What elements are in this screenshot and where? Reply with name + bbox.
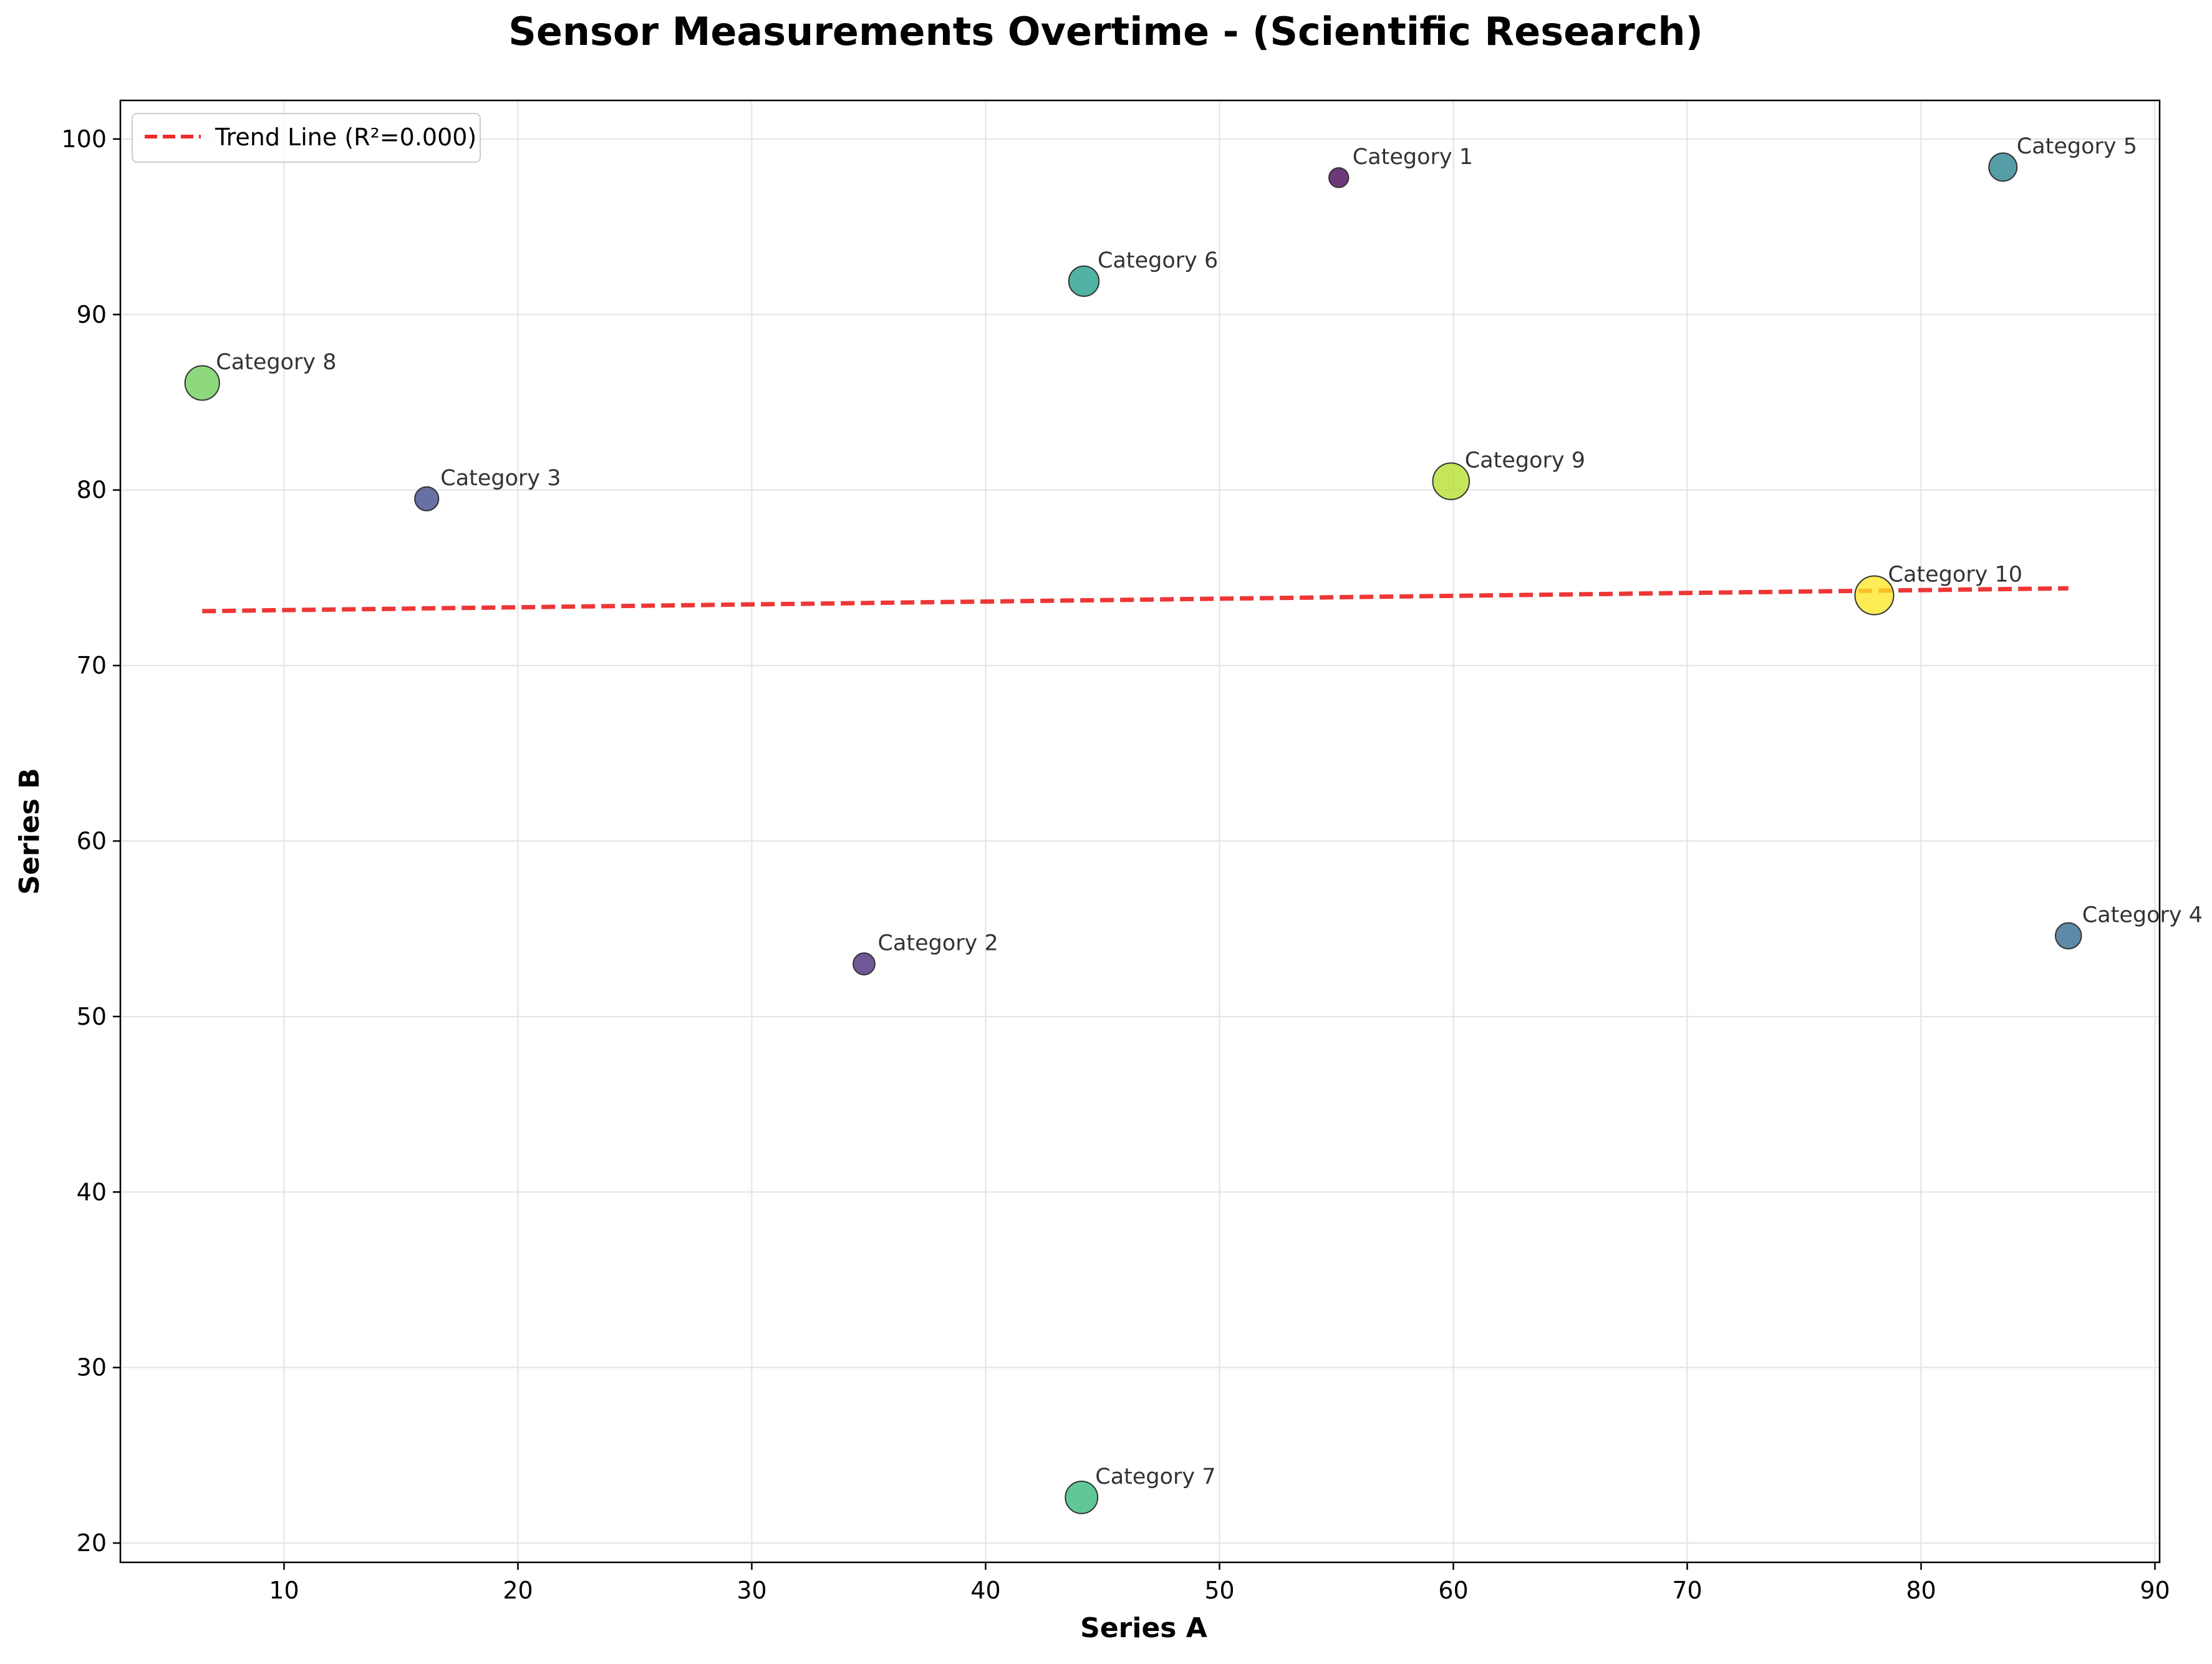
- y-tick-label: 60: [77, 827, 107, 854]
- point-label-3: Category 3: [440, 466, 561, 491]
- point-label-9: Category 9: [1465, 448, 1585, 473]
- x-axis-ticks: 10 20 30 40 50 60 70 80 90: [269, 1562, 2170, 1604]
- y-tick-label: 70: [77, 652, 107, 679]
- x-tick-label: 50: [1204, 1577, 1234, 1604]
- scatter-point-10: [1854, 575, 1895, 616]
- point-label-4: Category 4: [2082, 902, 2203, 927]
- x-tick-label: 40: [970, 1577, 1000, 1604]
- scatter-points: [184, 152, 2082, 1514]
- y-axis-ticks: 20 30 40 50 60 70 80 90 100: [61, 125, 120, 1557]
- scatter-point-7: [1065, 1480, 1099, 1514]
- trend-line: [202, 586, 2069, 614]
- point-label-1: Category 1: [1353, 145, 1473, 170]
- y-tick-label: 50: [77, 1003, 107, 1030]
- scatter-point-4: [2054, 922, 2082, 950]
- x-tick-label: 70: [1672, 1577, 1702, 1604]
- y-tick-label: 30: [77, 1354, 107, 1381]
- y-axis-label: Series B: [14, 768, 46, 894]
- point-label-10: Category 10: [1888, 563, 2023, 588]
- x-tick-label: 30: [737, 1577, 766, 1604]
- scatter-point-2: [852, 952, 876, 975]
- scatter-point-6: [1068, 265, 1100, 297]
- point-labels: Category 1 Category 2 Category 3 Category 4…: [216, 134, 2203, 1489]
- trend-line-group: [202, 586, 2069, 614]
- y-tick-label: 90: [77, 301, 107, 328]
- chart-title: Sensor Measurements Overtime - (Scientif…: [508, 9, 1703, 54]
- grid-lines: [120, 100, 2160, 1562]
- scatter-point-8: [184, 365, 220, 401]
- x-tick-label: 90: [2140, 1577, 2170, 1604]
- x-tick-label: 60: [1438, 1577, 1468, 1604]
- y-tick-label: 40: [77, 1178, 107, 1206]
- point-label-6: Category 6: [1098, 248, 1218, 273]
- scatter-point-9: [1432, 462, 1471, 500]
- point-label-7: Category 7: [1095, 1464, 1215, 1489]
- y-tick-label: 80: [77, 476, 107, 504]
- legend-entry-trend: Trend Line (R²=0.000): [215, 123, 476, 151]
- x-tick-label: 80: [1906, 1577, 1936, 1604]
- plot-frame: [119, 99, 2161, 1564]
- x-axis-label: Series A: [1080, 1612, 1207, 1644]
- scatter-point-5: [1988, 152, 2018, 182]
- y-tick-label: 100: [61, 125, 107, 153]
- scatter-point-1: [1328, 167, 1350, 188]
- legend: Trend Line (R²=0.000): [132, 113, 481, 163]
- point-label-2: Category 2: [878, 931, 998, 955]
- y-tick-label: 20: [77, 1529, 107, 1557]
- legend-box: [132, 113, 481, 163]
- point-label-5: Category 5: [2017, 134, 2137, 159]
- point-label-8: Category 8: [216, 350, 336, 375]
- x-tick-label: 20: [503, 1577, 533, 1604]
- scatter-point-3: [414, 486, 440, 511]
- x-tick-label: 10: [269, 1577, 299, 1604]
